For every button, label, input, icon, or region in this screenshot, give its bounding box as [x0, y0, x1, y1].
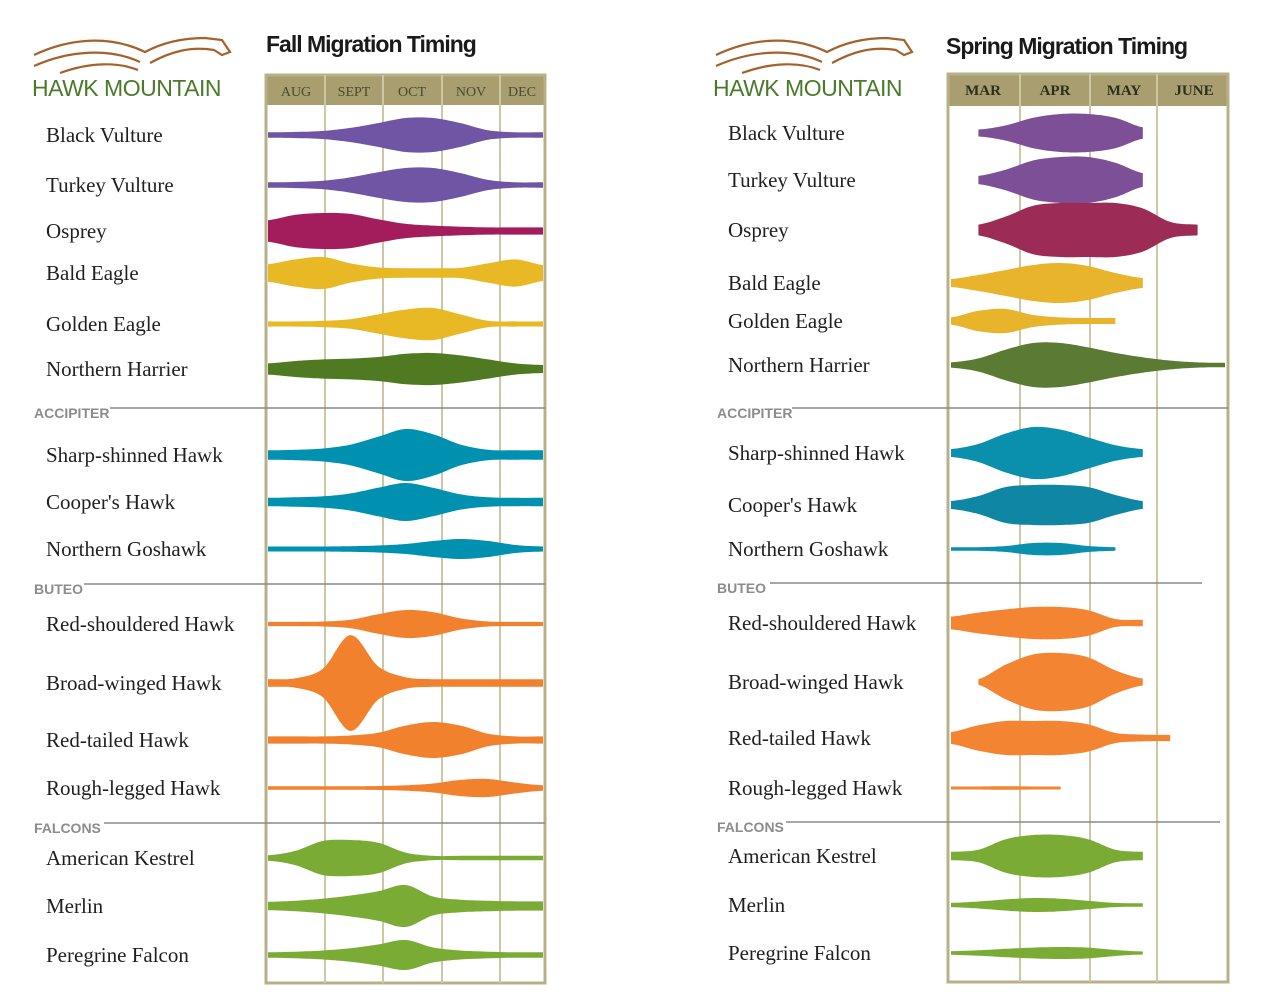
fall-species-label-merlin: Merlin: [46, 894, 104, 918]
fall-month-label: AUG: [281, 85, 311, 100]
spring-migration-shape-broad-winged-hawk: [978, 652, 1143, 712]
fall-migration-shape-turkey-vulture: [268, 167, 543, 203]
spring-migration-shape-golden-eagle: [951, 308, 1116, 334]
spring-section-falcons: FALCONS: [717, 819, 784, 835]
spring-migration-shape-red-shouldered-hawk: [951, 606, 1143, 640]
fall-logo: HAWK MOUNTAIN: [32, 36, 232, 101]
fall-species-label-sharp-shinned-hawk: Sharp-shinned Hawk: [46, 443, 223, 467]
spring-migration-shape-american-kestrel: [951, 834, 1143, 878]
fall-species-label-red-shouldered-hawk: Red-shouldered Hawk: [46, 612, 235, 636]
spring-species-label-american-kestrel: American Kestrel: [728, 844, 877, 868]
fall-migration-shape-golden-eagle: [268, 307, 543, 341]
fall-month-label: DEC: [508, 85, 536, 100]
fall-migration-shape-red-shouldered-hawk: [268, 609, 543, 639]
fall-species-label-northern-goshawk: Northern Goshawk: [46, 537, 207, 561]
spring-migration-shape-turkey-vulture: [978, 156, 1143, 204]
spring-migration-shape-merlin: [951, 898, 1143, 912]
spring-month-label: JUNE: [1174, 83, 1213, 99]
fall-species-label-osprey: Osprey: [46, 219, 107, 243]
spring-chart-title: Spring Migration Timing: [946, 33, 1187, 59]
spring-migration-shape-red-tailed-hawk: [951, 720, 1171, 756]
spring-species-label-northern-harrier: Northern Harrier: [728, 353, 870, 377]
fall-chart-title: Fall Migration Timing: [266, 31, 476, 57]
fall-migration-shape-american-kestrel: [268, 839, 543, 877]
spring-species-label-red-shouldered-hawk: Red-shouldered Hawk: [728, 611, 917, 635]
fall-species-label-black-vulture: Black Vulture: [46, 123, 163, 147]
spring-species-label-red-tailed-hawk: Red-tailed Hawk: [728, 726, 871, 750]
fall-species-label-american-kestrel: American Kestrel: [46, 846, 195, 870]
fall-migration-shape-merlin: [268, 884, 543, 928]
fall-migration-shape-broad-winged-hawk: [268, 635, 543, 731]
fall-month-label: OCT: [398, 85, 426, 100]
fall-species-label-red-tailed-hawk: Red-tailed Hawk: [46, 728, 189, 752]
fall-species-label-broad-winged-hawk: Broad-winged Hawk: [46, 671, 222, 695]
fall-migration-shape-red-tailed-hawk: [268, 722, 543, 758]
fall-migration-shape-bald-eagle: [268, 256, 543, 290]
spring-species-label-sharp-shinned-hawk: Sharp-shinned Hawk: [728, 441, 905, 465]
spring-species-label-rough-legged-hawk: Rough-legged Hawk: [728, 776, 903, 800]
fall-migration-shape-northern-goshawk: [268, 539, 543, 559]
hawk-mountain-logo-icon: [715, 36, 914, 75]
spring-migration-shape-rough-legged-hawk: [951, 786, 1061, 790]
fall-migration-shape-sharp-shinned-hawk: [268, 429, 543, 481]
fall-species-label-golden-eagle: Golden Eagle: [46, 312, 161, 336]
fall-logo-text: HAWK MOUNTAIN: [32, 75, 221, 101]
fall-species-label-bald-eagle: Bald Eagle: [46, 261, 139, 285]
spring-species-label-northern-goshawk: Northern Goshawk: [728, 537, 889, 561]
spring-section-buteo: BUTEO: [717, 580, 766, 596]
fall-migration-shape-cooper-s-hawk: [268, 483, 543, 521]
spring-migration-shape-cooper-s-hawk: [951, 484, 1143, 526]
spring-section-accipiter: ACCIPITER: [717, 405, 792, 421]
spring-species-label-osprey: Osprey: [728, 218, 789, 242]
spring-month-label: MAY: [1107, 83, 1142, 99]
spring-species-label-black-vulture: Black Vulture: [728, 121, 845, 145]
fall-month-label: SEPT: [338, 85, 371, 100]
fall-migration-shape-rough-legged-hawk: [268, 778, 543, 798]
fall-month-label: NOV: [456, 85, 486, 100]
spring-species-label-merlin: Merlin: [728, 893, 786, 917]
fall-species-label-turkey-vulture: Turkey Vulture: [46, 173, 174, 197]
fall-panel: HAWK MOUNTAIN Fall Migration Timing AUG …: [32, 31, 547, 985]
fall-migration-shape-northern-harrier: [268, 352, 543, 386]
spring-migration-shape-peregrine-falcon: [951, 947, 1143, 959]
spring-species-label-peregrine-falcon: Peregrine Falcon: [728, 941, 871, 965]
fall-migration-shape-black-vulture: [268, 117, 543, 153]
spring-migration-shape-osprey: [978, 202, 1198, 258]
fall-section-buteo: BUTEO: [34, 581, 83, 597]
spring-species-label-broad-winged-hawk: Broad-winged Hawk: [728, 670, 904, 694]
fall-species-label-rough-legged-hawk: Rough-legged Hawk: [46, 776, 221, 800]
spring-migration-shape-black-vulture: [978, 113, 1143, 153]
fall-month-header: [266, 75, 545, 105]
fall-migration-shape-osprey: [268, 212, 543, 250]
fall-migration-shape-peregrine-falcon: [268, 940, 543, 970]
fall-species-label-cooper-s-hawk: Cooper's Hawk: [46, 490, 176, 514]
hawk-mountain-logo-icon: [33, 36, 232, 75]
spring-month-header: [948, 74, 1228, 106]
spring-logo: HAWK MOUNTAIN: [713, 36, 914, 101]
fall-species-label-northern-harrier: Northern Harrier: [46, 357, 188, 381]
fall-section-accipiter: ACCIPITER: [34, 405, 109, 421]
fall-species-label-peregrine-falcon: Peregrine Falcon: [46, 943, 189, 967]
spring-logo-text: HAWK MOUNTAIN: [713, 75, 902, 101]
spring-migration-shape-bald-eagle: [951, 263, 1143, 303]
spring-species-label-bald-eagle: Bald Eagle: [728, 271, 821, 295]
spring-month-label: MAR: [965, 83, 1001, 99]
spring-panel: HAWK MOUNTAIN Spring Migration Timing MA…: [713, 33, 1230, 984]
spring-chart-frame: [946, 72, 1230, 984]
spring-migration-shape-northern-harrier: [951, 342, 1225, 388]
spring-species-label-cooper-s-hawk: Cooper's Hawk: [728, 493, 858, 517]
spring-migration-shape-sharp-shinned-hawk: [951, 426, 1143, 480]
spring-species-label-turkey-vulture: Turkey Vulture: [728, 168, 856, 192]
fall-chart-frame: [264, 73, 547, 985]
fall-section-falcons: FALCONS: [34, 820, 101, 836]
spring-month-label: APR: [1040, 83, 1071, 99]
spring-species-label-golden-eagle: Golden Eagle: [728, 309, 843, 333]
spring-migration-shape-northern-goshawk: [951, 542, 1116, 556]
